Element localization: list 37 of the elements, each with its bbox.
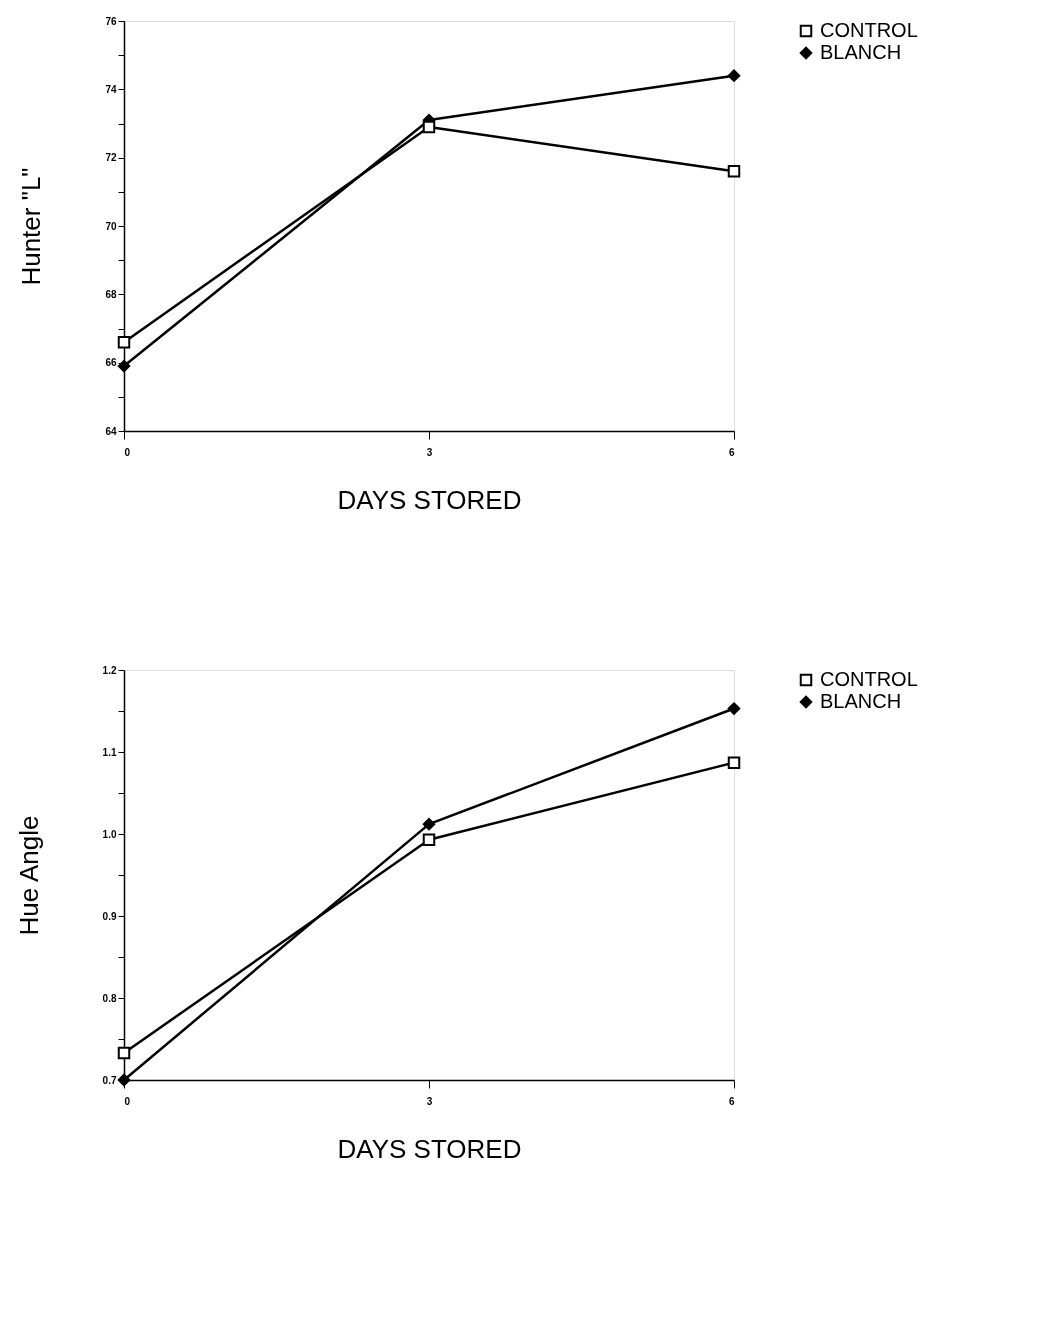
x-tick-label: 6 [728,446,735,458]
point [422,120,436,134]
legend-label: CONTROL [820,668,918,690]
point [422,833,436,846]
x-tick-label: 3 [426,1095,433,1107]
point [727,165,741,178]
legend-label: CONTROL [820,19,918,41]
y-tick-label: 0.7 [102,1074,117,1086]
y-tick-label: 70 [105,220,117,232]
y-tick-label: 66 [105,357,117,369]
x-tick-label: 0 [124,446,131,458]
point [117,1046,131,1060]
point [727,702,741,715]
x-axis-title: DAYS STORED [337,1133,522,1164]
y-tick-label: 74 [105,83,117,95]
point [422,817,436,831]
x-tick-label: 3 [426,446,433,458]
y-tick-label: 1.2 [102,664,117,676]
y-tick-label: 72 [105,152,117,164]
point [727,69,741,82]
x-axis-title: DAYS STORED [337,484,522,515]
y-tick-label: 68 [105,288,117,300]
legend-label: BLANCH [820,41,902,63]
y-tick-label: 0.8 [102,992,117,1004]
y-axis-title: Hue Angle [13,815,44,936]
x-tick-label: 0 [124,1095,131,1107]
point [117,335,131,349]
y-tick-label: 1.1 [102,746,117,758]
legend-label: BLANCH [820,690,902,712]
point [117,359,131,373]
y-axis-title: Hunter "L" [16,167,47,286]
point [727,756,741,769]
y-tick-label: 76 [105,15,117,27]
y-tick-label: 64 [105,425,117,437]
x-tick-label: 6 [728,1095,735,1107]
y-tick-label: 0.9 [102,910,117,922]
y-tick-label: 1.0 [102,828,117,840]
